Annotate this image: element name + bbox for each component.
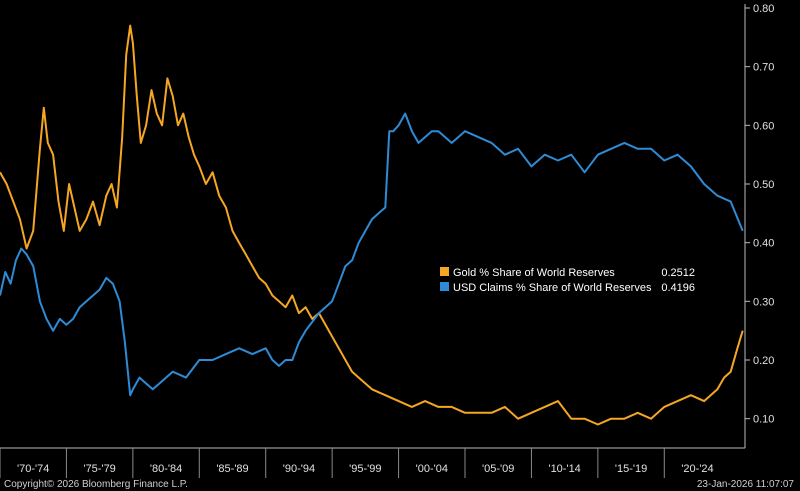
x-tick-label: '00-'04	[416, 463, 448, 475]
y-tick-label: 0.20	[753, 355, 774, 367]
y-tick-label: 0.10	[753, 414, 774, 426]
y-tick-label: 0.80	[753, 3, 774, 15]
y-tick-label: 0.50	[753, 179, 774, 191]
y-tick-label: 0.70	[753, 62, 774, 74]
legend: Gold % Share of World Reserves 0.2512 US…	[434, 261, 706, 297]
series-line-usd	[0, 112, 744, 397]
legend-value-gold: 0.2512	[661, 267, 695, 279]
x-tick-label: '95-'99	[349, 463, 381, 475]
x-tick-label: '15-'19	[615, 463, 647, 475]
x-tick-label: '75-'79	[83, 463, 115, 475]
x-tick-label: '90-'94	[283, 463, 315, 475]
x-tick-label: '80-'84	[150, 463, 182, 475]
x-tick-label: '20-'24	[681, 463, 713, 475]
y-axis: 0.10 0.20 0.30 0.40 0.50 0.60 0.70 0.80	[744, 3, 774, 448]
legend-swatch-usd	[440, 282, 449, 291]
x-axis: '70-'74 '75-'79 '80-'84 '85-'89 '90-'94 '95-'…	[0, 447, 745, 478]
y-tick-label: 0.40	[753, 238, 774, 250]
legend-swatch-gold	[440, 267, 449, 276]
y-tick-label: 0.30	[753, 296, 774, 308]
plot-area	[0, 24, 744, 426]
legend-label-gold: Gold % Share of World Reserves	[453, 267, 615, 279]
legend-label-usd: USD Claims % Share of World Reserves	[453, 282, 652, 294]
legend-background	[434, 261, 706, 297]
x-tick-label: '70-'74	[17, 463, 49, 475]
copyright-text: Copyright© 2026 Bloomberg Finance L.P.	[4, 479, 188, 490]
x-tick-label: '85-'89	[216, 463, 248, 475]
y-tick-label: 0.60	[753, 120, 774, 132]
series-line-gold	[0, 24, 744, 426]
timestamp-text: 23-Jan-2026 11:07:07	[696, 479, 794, 490]
x-tick-label: '10-'14	[548, 463, 580, 475]
x-tick-label: '05-'09	[482, 463, 514, 475]
legend-value-usd: 0.4196	[661, 282, 695, 294]
